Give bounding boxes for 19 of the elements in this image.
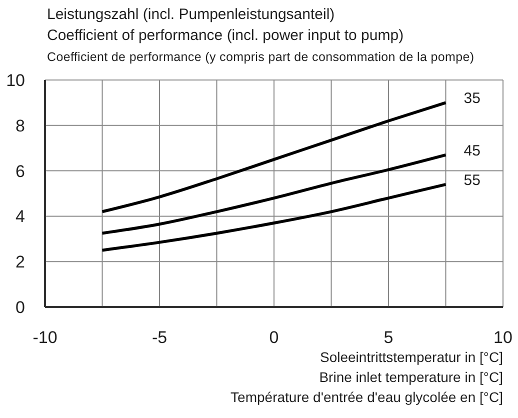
x-tick-label: 5: [384, 328, 394, 348]
line-series: [100, 101, 448, 214]
series-label: 45: [464, 142, 480, 160]
y-tick-label: 10: [6, 71, 25, 90]
line-series: [100, 153, 448, 235]
x-tick-label: -10: [32, 328, 58, 348]
y-tick-label: 0: [16, 298, 25, 318]
x-axis-title: Soleeintrittstemperatur in [°C] Brine inlet temperature in [°C] Température d'entrée d'eau glycolée en [°C]: [230, 349, 503, 405]
line-series: [100, 182, 448, 252]
x-tick-label: 0: [269, 328, 279, 348]
y-axis-title: Leistungszahl (incl. Pumpenleistungsanteil) Coefficient of performance (incl. power input to pump) Coefficient de performance (y compris part de consommation de la pompe): [47, 6, 474, 64]
x-tick-label: -5: [152, 328, 168, 348]
y-tick-label: 6: [16, 162, 25, 181]
y-tick-label: 2: [16, 252, 25, 272]
series-label: 35: [464, 90, 480, 108]
x-tick-label: 10: [494, 328, 512, 348]
y-tick-label: 4: [16, 207, 25, 226]
y-tick-label: 8: [16, 116, 25, 136]
series-label: 55: [464, 172, 480, 189]
